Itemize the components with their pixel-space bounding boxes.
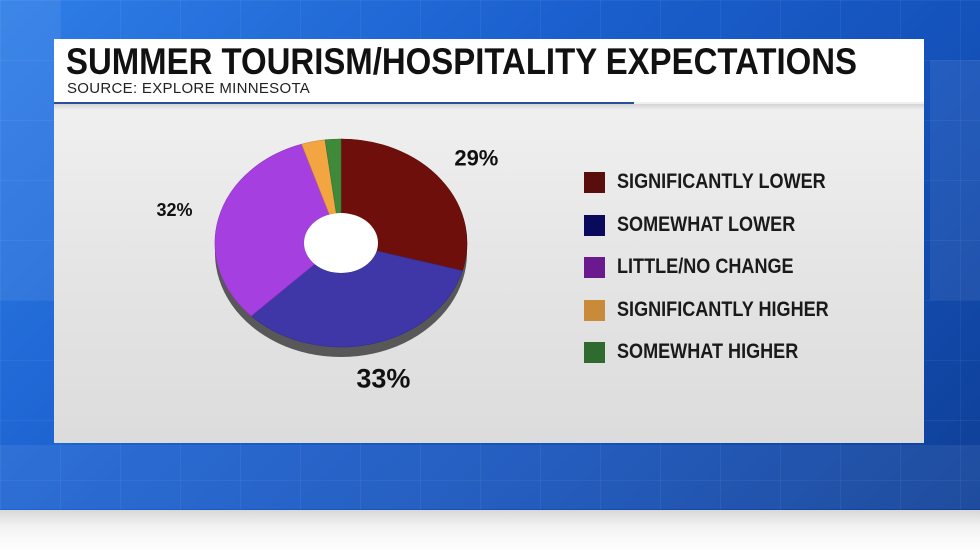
- donut-hole: [304, 213, 378, 273]
- legend-swatch: [584, 214, 605, 236]
- source-subtitle: SOURCE: EXPLORE MINNESOTA: [67, 80, 311, 97]
- header: SUMMER TOURISM/HOSPITALITY EXPECTATIONS …: [54, 39, 924, 102]
- legend-label: SOMEWHAT HIGHER: [617, 340, 799, 363]
- donut-chart: 29% 33% 32%: [156, 138, 498, 393]
- header-rule: [54, 102, 634, 104]
- legend-swatch: [584, 172, 605, 193]
- data-label-significantly-lower: 29%: [454, 146, 498, 171]
- legend-label: SIGNIFICANTLY HIGHER: [617, 297, 829, 321]
- page-title: SUMMER TOURISM/HOSPITALITY EXPECTATIONS: [66, 41, 857, 82]
- legend-swatch: [584, 257, 605, 278]
- legend-swatch: [584, 342, 605, 363]
- legend-item-significantly-higher: SIGNIFICANTLY HIGHER: [584, 298, 863, 341]
- legend-item-little-no-change: LITTLE/NO CHANGE: [584, 255, 863, 298]
- chart-card: SUMMER TOURISM/HOSPITALITY EXPECTATIONS …: [54, 39, 924, 443]
- data-label-little-no-change: 32%: [156, 200, 192, 220]
- backdrop-tile: [0, 0, 60, 300]
- chart-legend: SIGNIFICANTLY LOWER SOMEWHAT LOWER LITTLE/…: [584, 170, 863, 383]
- legend-label: LITTLE/NO CHANGE: [617, 255, 794, 278]
- bottom-strip: [0, 510, 980, 550]
- backdrop-tile: [930, 60, 980, 300]
- legend-item-somewhat-lower: SOMEWHAT LOWER: [584, 213, 863, 256]
- legend-label: SIGNIFICANTLY LOWER: [617, 170, 826, 193]
- legend-label: SOMEWHAT LOWER: [617, 212, 796, 236]
- header-shadow: [54, 104, 924, 110]
- data-label-somewhat-lower: 33%: [356, 363, 410, 393]
- legend-swatch: [584, 299, 605, 321]
- legend-item-significantly-lower: SIGNIFICANTLY LOWER: [584, 170, 863, 213]
- backdrop-tile: [0, 445, 980, 509]
- legend-item-somewhat-higher: SOMEWHAT HIGHER: [584, 340, 863, 383]
